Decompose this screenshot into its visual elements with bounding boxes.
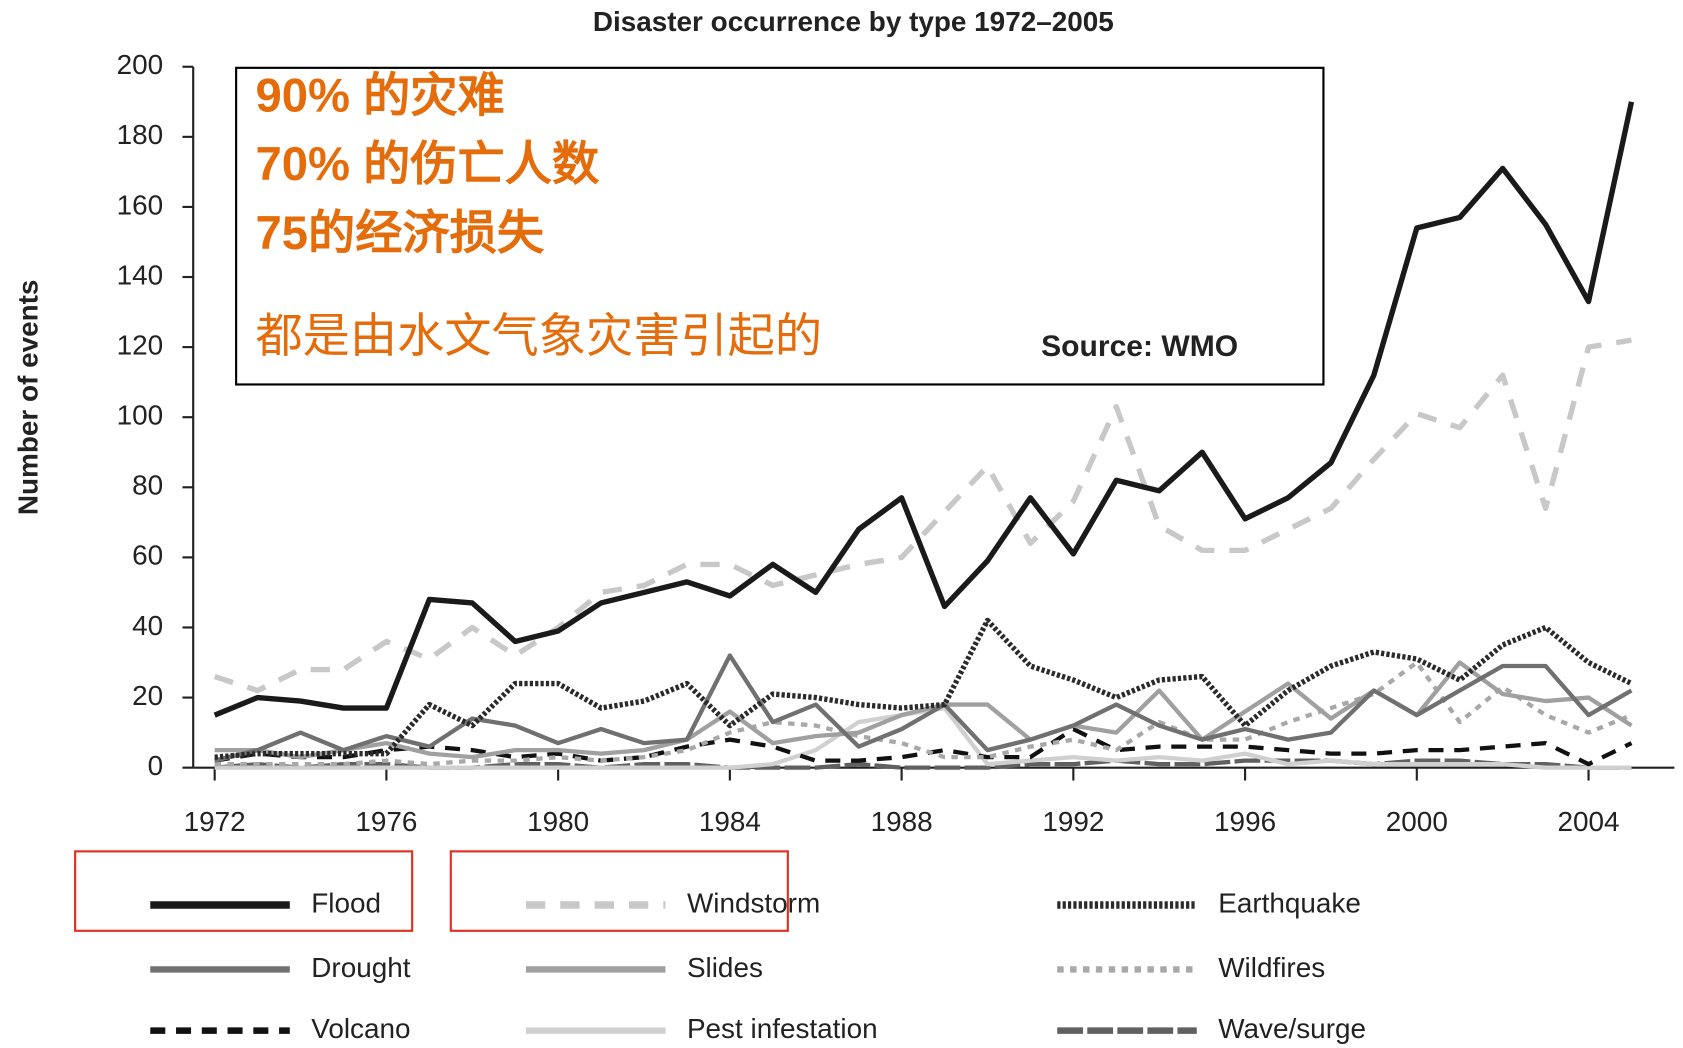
y-axis-label: Number of events xyxy=(12,280,43,516)
legend-label: Earthquake xyxy=(1218,887,1361,918)
series-line xyxy=(213,101,1635,718)
x-tick-label: 1992 xyxy=(1042,806,1104,837)
x-tick-label: 2000 xyxy=(1386,806,1448,837)
legend-label: Wave/surge xyxy=(1218,1013,1366,1044)
y-tick-label: 100 xyxy=(117,400,164,431)
x-tick-label: 1972 xyxy=(184,806,246,837)
series-line xyxy=(213,337,1632,694)
y-tick-label: 0 xyxy=(148,750,164,781)
y-tick-label: 140 xyxy=(117,259,164,290)
series-line xyxy=(214,726,1633,767)
x-tick-label: 1976 xyxy=(355,806,417,837)
legend-highlight xyxy=(74,850,414,932)
x-tick-label: 1984 xyxy=(699,806,761,837)
y-tick-label: 60 xyxy=(132,540,163,571)
annotation: 都是由水文气象灾害引起的 xyxy=(255,310,822,363)
y-tick-label: 200 xyxy=(117,49,164,80)
source: Source: WMO xyxy=(1041,330,1238,363)
legend-label: Pest infestation xyxy=(687,1013,878,1044)
annotation: 90% 的灾难 xyxy=(255,69,504,122)
annotation: 70% 的伤亡人数 xyxy=(255,138,600,191)
x-tick-label: 1988 xyxy=(871,806,933,837)
y-tick-label: 20 xyxy=(132,680,163,711)
series-line xyxy=(214,617,1633,760)
legend-highlight xyxy=(449,850,789,932)
series-line xyxy=(214,660,1633,767)
y-tick-label: 160 xyxy=(117,189,164,220)
annotation-box xyxy=(235,66,1325,386)
x-tick-label: 1996 xyxy=(1214,806,1276,837)
y-tick-label: 40 xyxy=(132,610,163,641)
x-tick-label: 1980 xyxy=(527,806,589,837)
legend-label: Wildfires xyxy=(1218,952,1325,983)
legend-label: Volcano xyxy=(311,1013,410,1044)
x-tick-label: 2004 xyxy=(1558,806,1620,837)
y-tick-label: 120 xyxy=(117,329,164,360)
legend-label: Slides xyxy=(687,952,763,983)
chart-title: Disaster occurrence by type 1972–2005 xyxy=(593,6,1114,37)
series-line xyxy=(214,653,1633,763)
annotation: 75的经济损失 xyxy=(255,207,544,260)
y-tick-label: 80 xyxy=(132,470,163,501)
legend-label: Flood xyxy=(311,887,381,918)
legend-label: Windstorm xyxy=(687,887,820,918)
y-tick-label: 180 xyxy=(117,119,164,150)
legend-label: Drought xyxy=(311,952,410,983)
